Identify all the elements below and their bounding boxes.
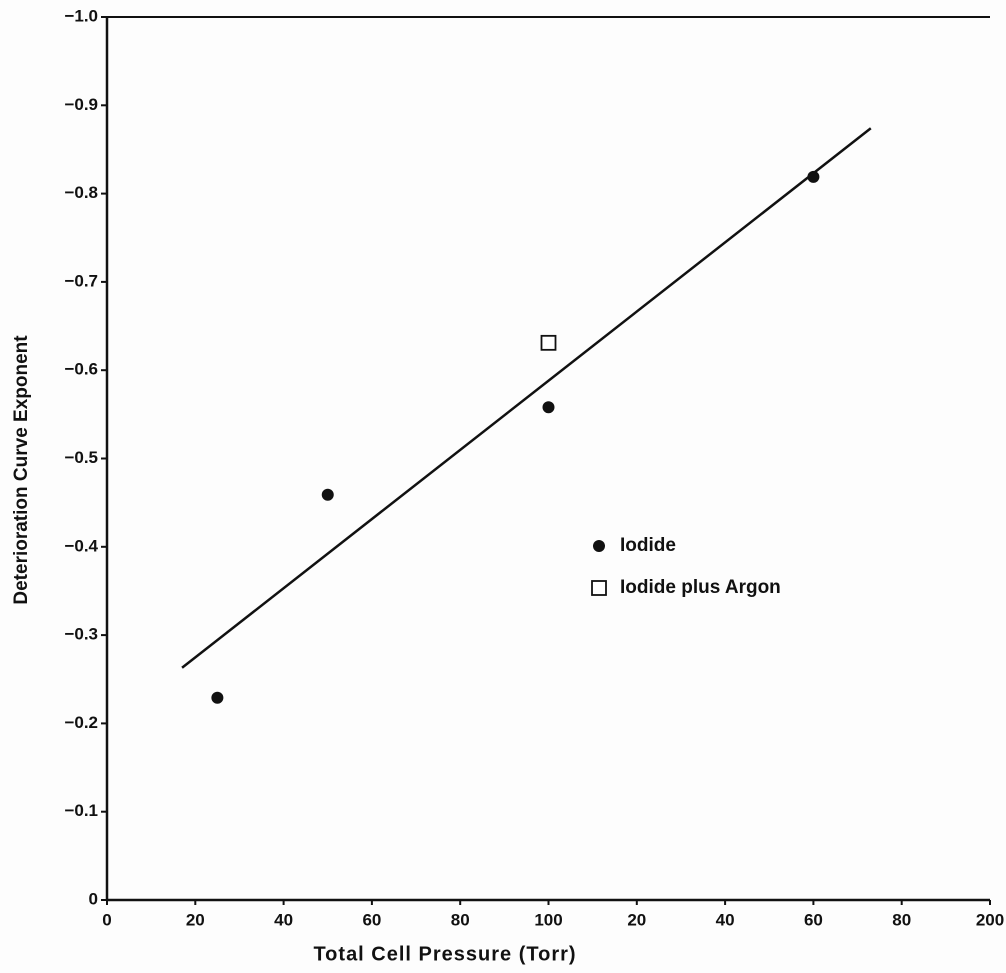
y-axis-label: Deterioration Curve Exponent: [11, 335, 32, 605]
x-tick-label: 100: [534, 910, 562, 929]
x-tick-label: 60: [804, 910, 823, 929]
legend-marker: [591, 580, 607, 596]
point: [540, 334, 557, 351]
y-tick-label: −0.4: [64, 536, 98, 555]
y-tick-label: −0.6: [64, 360, 98, 379]
y-tick-label: −0.5: [64, 448, 98, 467]
x-tick-label: 40: [274, 910, 293, 929]
y-tick-label: −0.2: [64, 713, 98, 732]
x-tick-label: 80: [451, 910, 470, 929]
point: [542, 401, 555, 414]
y-tick-label: 0: [89, 889, 98, 908]
point: [321, 488, 334, 501]
y-tick-label: −0.9: [64, 95, 98, 114]
y-tick-label: −0.1: [64, 801, 98, 820]
point: [211, 691, 224, 704]
x-tick-label: 20: [627, 910, 646, 929]
x-tick-label: 200: [976, 910, 1004, 929]
x-tick-label: 40: [716, 910, 735, 929]
x-tick-label: 20: [186, 910, 205, 929]
legend-label: Iodide plus Argon: [620, 577, 781, 598]
legend-marker: [593, 540, 605, 552]
legend-label: Iodide: [620, 535, 676, 556]
x-axis-label: Total Cell Pressure (Torr): [313, 943, 576, 965]
y-tick-label: −1.0: [64, 6, 98, 25]
y-tick-label: −0.8: [64, 183, 98, 202]
x-tick-label: 0: [102, 910, 111, 929]
point: [807, 170, 820, 183]
x-tick-label: 80: [892, 910, 911, 929]
x-tick-label: 60: [362, 910, 381, 929]
y-tick-label: −0.7: [64, 271, 98, 290]
y-tick-label: −0.3: [64, 625, 98, 644]
fit-line: [181, 127, 872, 669]
